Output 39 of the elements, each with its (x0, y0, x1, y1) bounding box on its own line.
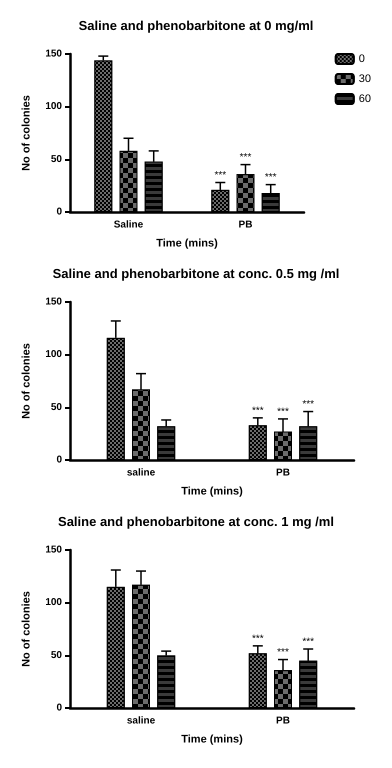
legend-label: 0 (358, 53, 365, 65)
x-tick-label: saline (126, 716, 156, 726)
legend-label: 60 (358, 93, 372, 105)
data-label: *** (264, 172, 277, 184)
y-tick-label: 50 (50, 650, 62, 661)
y-tick-label: 150 (45, 296, 62, 308)
y-axis-title: No of colonies (20, 591, 32, 667)
y-tick-label: 0 (56, 454, 62, 466)
y-tick-label: 150 (45, 544, 62, 556)
y-tick-label: 0 (56, 206, 62, 218)
data-label: *** (277, 406, 289, 418)
y-tick-label: 50 (50, 402, 62, 413)
x-axis-title: Time (mins) (181, 734, 244, 746)
y-tick-label: 100 (45, 349, 62, 360)
x-axis-title: Time (mins) (181, 486, 244, 498)
x-tick-label: Saline (114, 220, 144, 230)
y-tick-label: 0 (56, 702, 62, 714)
data-label: *** (277, 647, 289, 658)
y-axis-title: No of colonies (20, 95, 32, 171)
chart-title: Saline and phenobarbitone at conc. 1 mg /ml (58, 514, 334, 529)
x-tick-label: PB (238, 220, 252, 230)
legend-label: 30 (358, 73, 372, 85)
data-label: *** (214, 170, 226, 182)
data-label: *** (302, 636, 314, 648)
y-tick-label: 150 (45, 48, 62, 60)
data-label: *** (252, 405, 264, 416)
data-label: *** (240, 152, 252, 164)
y-tick-label: 100 (45, 597, 62, 608)
chart-title: Saline and phenobarbitone at 0 mg/ml (78, 18, 314, 33)
data-label: *** (252, 633, 264, 644)
y-tick-label: 100 (45, 101, 62, 112)
x-tick-label: PB (276, 716, 290, 726)
chart-title: Saline and phenobarbitone at conc. 0.5 mg /ml (52, 266, 340, 281)
y-axis-title: No of colonies (20, 343, 32, 419)
data-label: *** (302, 399, 314, 410)
y-tick-label: 50 (50, 154, 62, 165)
x-axis-title: Time (mins) (156, 238, 218, 250)
x-tick-label: PB (276, 468, 290, 478)
x-tick-label: saline (126, 468, 156, 478)
